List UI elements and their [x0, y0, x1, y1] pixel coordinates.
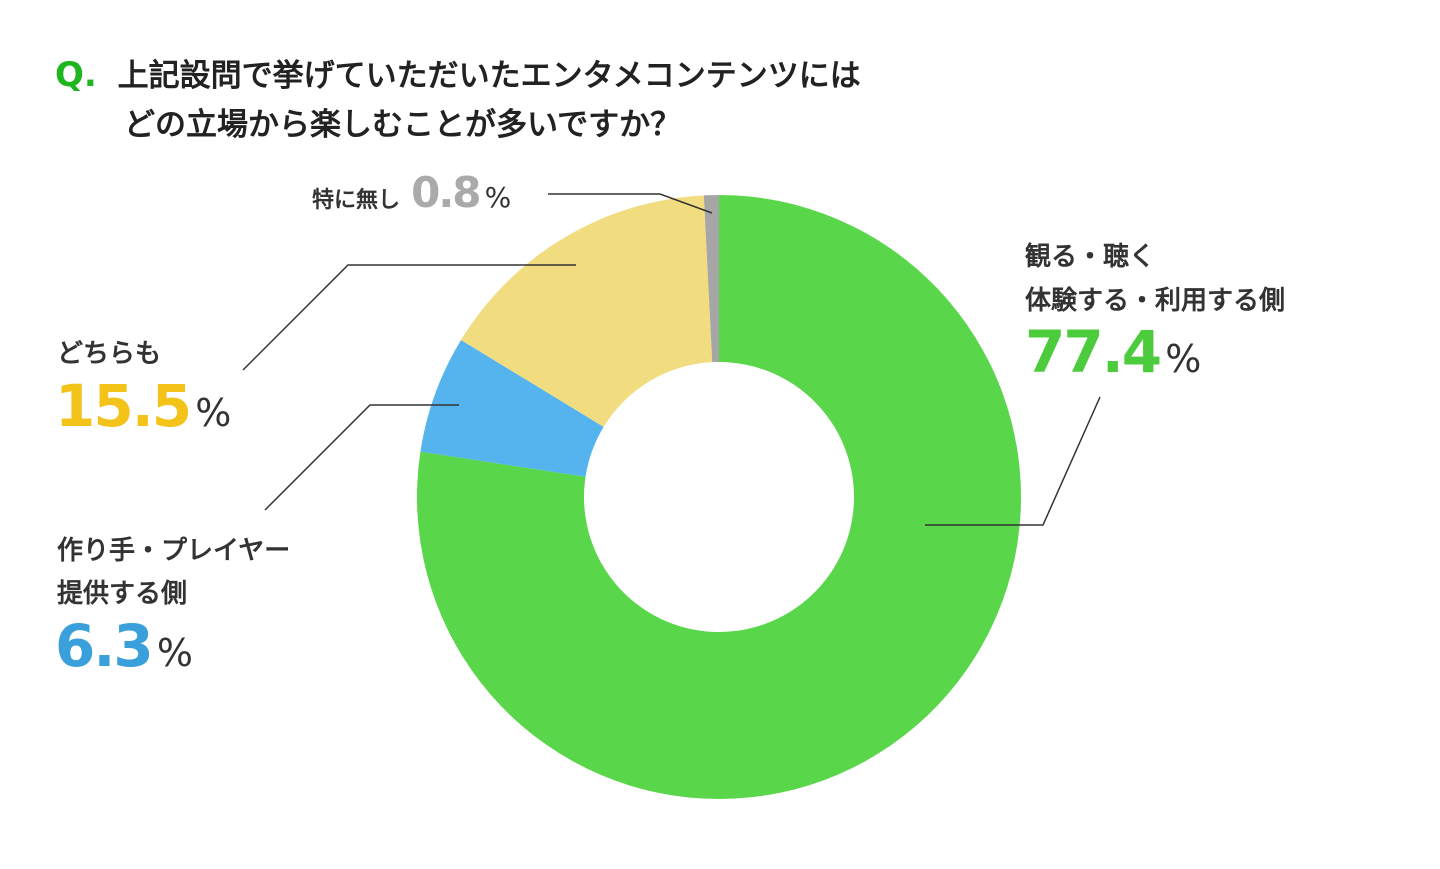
value-viewer: 77.4 [1025, 318, 1162, 386]
unit-creator: % [156, 631, 193, 675]
leader-line-both [242, 264, 576, 371]
label-viewer-line-2: 体験する・利用する側 [1025, 286, 1286, 316]
label-none: 特に無し 0.8 % [312, 168, 511, 217]
unit-both: % [195, 391, 232, 435]
slice-none [703, 195, 719, 363]
value-both: 15.5 [55, 372, 192, 440]
label-creator-value: 6.3 % [55, 612, 193, 680]
label-none-text: 特に無し [312, 188, 401, 213]
label-creator-line-1: 作り手・プレイヤー [57, 536, 291, 566]
title-prefix: Q. [55, 55, 97, 95]
unit-none: % [484, 181, 512, 214]
leader-line-creator [264, 404, 459, 511]
label-both-value: 15.5 % [55, 372, 231, 440]
slice-viewer [417, 195, 1022, 799]
leader-line-viewer [925, 396, 1101, 526]
label-both-text: どちらも [57, 339, 162, 369]
title-line-2: どの立場から楽しむことが多いですか？ [124, 107, 682, 143]
slice-both [461, 195, 713, 427]
value-none: 0.8 [411, 168, 481, 217]
leader-line-none [548, 193, 713, 214]
label-viewer-line-1: 観る・聴く [1025, 242, 1156, 272]
value-creator: 6.3 [55, 612, 154, 680]
title-line-1: 上記設問で挙げていただいたエンタメコンテンツには [117, 58, 861, 94]
unit-viewer: % [1165, 337, 1202, 381]
label-viewer-value: 77.4 % [1025, 318, 1201, 386]
chart-title: Q. 上記設問で挙げていただいたエンタメコンテンツには [55, 50, 861, 101]
label-creator-line-2: 提供する側 [57, 579, 188, 609]
slice-creator [420, 340, 604, 477]
